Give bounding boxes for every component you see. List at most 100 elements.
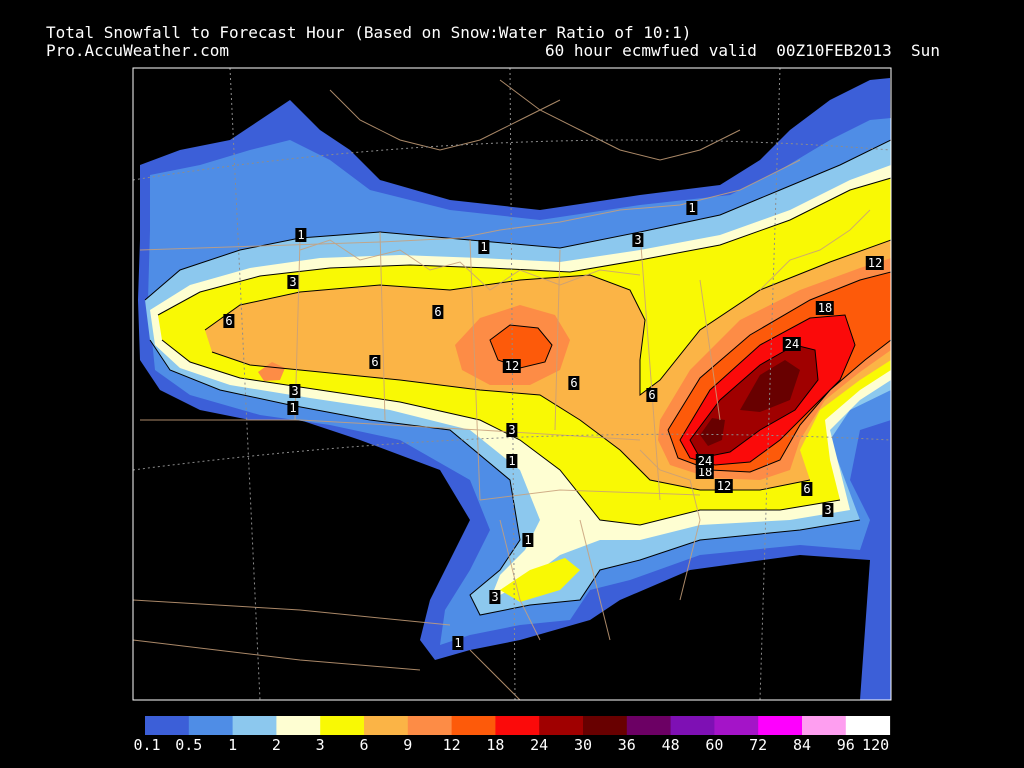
border-line-7 <box>140 419 641 441</box>
contour-1-south <box>149 339 861 616</box>
legend-tick-label: 1 <box>228 736 238 754</box>
contour-24 <box>689 344 819 459</box>
contour-label: 12 <box>502 359 522 373</box>
border-line-4 <box>554 249 561 431</box>
legend-tick-label: 18 <box>486 736 505 754</box>
border-line-11 <box>132 599 451 626</box>
contour-label: 1 <box>287 401 299 415</box>
contour-3 <box>157 177 892 316</box>
band-3-south <box>500 558 580 602</box>
border-line-3 <box>469 239 481 501</box>
legend-tick-label: 2 <box>271 736 281 754</box>
contour-label: 1 <box>686 201 698 215</box>
contour-label: 6 <box>223 314 235 328</box>
contour-label: 1 <box>478 240 490 254</box>
legend-tick-label: 96 <box>836 736 855 754</box>
legend-tick-label: 30 <box>573 736 593 754</box>
legend-tick-label: 0.5 <box>175 736 203 754</box>
legend-swatch <box>802 716 847 735</box>
contour-lines <box>144 139 892 616</box>
band-30 <box>740 360 800 412</box>
contour-label: 18 <box>695 465 715 479</box>
contour-label: 3 <box>289 384 301 398</box>
contour-label: 3 <box>287 275 299 289</box>
contour-18 <box>679 314 856 466</box>
legend-swatch <box>714 716 759 735</box>
graticule <box>132 67 892 701</box>
contour-3-south <box>161 339 841 526</box>
contour-label: 6 <box>568 376 580 390</box>
legend-tick-label: 84 <box>792 736 812 754</box>
contour-6 <box>204 239 892 396</box>
border-line-5 <box>639 231 661 501</box>
contour-6-south <box>211 351 811 491</box>
legend-swatch <box>626 716 672 735</box>
legend-swatch <box>845 716 891 735</box>
source-label: Pro.AccuWeather.com <box>46 41 230 60</box>
legend-swatch <box>276 716 321 735</box>
legend-tick-label: 9 <box>403 736 413 754</box>
contour-12-east <box>667 271 892 473</box>
legend-swatch <box>451 716 496 735</box>
coast-hudson <box>499 79 741 161</box>
legend-swatch <box>583 716 628 735</box>
legend-tick-label: 3 <box>315 736 325 754</box>
legend-tick-label: 72 <box>749 736 768 754</box>
legend-swatch <box>188 716 234 735</box>
legend-swatch <box>670 716 715 735</box>
legend-tick-label: 60 <box>705 736 724 754</box>
contour-label: 1 <box>522 533 534 547</box>
coast-great-lakes <box>299 239 641 291</box>
legend-tick-label: 36 <box>617 736 636 754</box>
map-title: Total Snowfall to Forecast Hour (Based o… <box>46 23 692 42</box>
legend-swatch <box>495 716 540 735</box>
contour-label: 12 <box>714 479 734 493</box>
border-line-9 <box>499 519 541 641</box>
legend-tick-label: 0.1 <box>133 736 161 754</box>
legend-tick-label: 24 <box>530 736 549 754</box>
border-canada-us <box>139 159 801 251</box>
contour-1 <box>144 139 892 301</box>
coast-north <box>329 89 561 151</box>
contour-label: 1 <box>295 228 307 242</box>
border-line-13 <box>469 649 521 701</box>
contour-12 <box>489 324 553 369</box>
contour-label: 3 <box>822 503 834 517</box>
legend-swatch <box>364 716 409 735</box>
contour-label: 6 <box>432 305 444 319</box>
coast-northeast <box>759 209 871 291</box>
contour-label: 6 <box>369 355 381 369</box>
snowfall-shading <box>138 78 891 700</box>
legend-swatch <box>320 716 365 735</box>
legend-swatch <box>758 716 803 735</box>
contour-label: 18 <box>815 301 835 315</box>
band-30-b <box>700 418 725 446</box>
contour-label: 3 <box>489 590 501 604</box>
contour-label: 6 <box>646 388 658 402</box>
contour-label: 24 <box>695 454 715 468</box>
contour-label: 24 <box>782 337 802 351</box>
legend-tick-label: 6 <box>359 736 369 754</box>
contour-label: 1 <box>506 454 518 468</box>
border-line-8 <box>479 489 701 501</box>
band-9-west <box>258 362 285 381</box>
border-line-10 <box>579 519 611 641</box>
legend-swatch <box>539 716 584 735</box>
band-12 <box>490 325 552 368</box>
legend-tick-label: 12 <box>442 736 461 754</box>
legend-swatch <box>232 716 277 735</box>
contour-label: 1 <box>452 636 464 650</box>
contour-label: 3 <box>632 233 644 247</box>
coast-east <box>639 449 701 601</box>
border-line-6 <box>699 279 721 421</box>
legend-swatch <box>407 716 453 735</box>
border-line-12 <box>132 639 421 671</box>
map-frame <box>132 67 892 701</box>
contour-label: 3 <box>506 423 518 437</box>
valid-time-label: 60 hour ecmwfued valid 00Z10FEB2013 Sun <box>545 41 940 60</box>
legend-tick-label: 48 <box>661 736 680 754</box>
legend-swatch <box>145 716 190 735</box>
contour-label: 12 <box>865 256 885 270</box>
legend-tick-label: 120 <box>862 736 890 754</box>
boundaries <box>132 79 871 701</box>
